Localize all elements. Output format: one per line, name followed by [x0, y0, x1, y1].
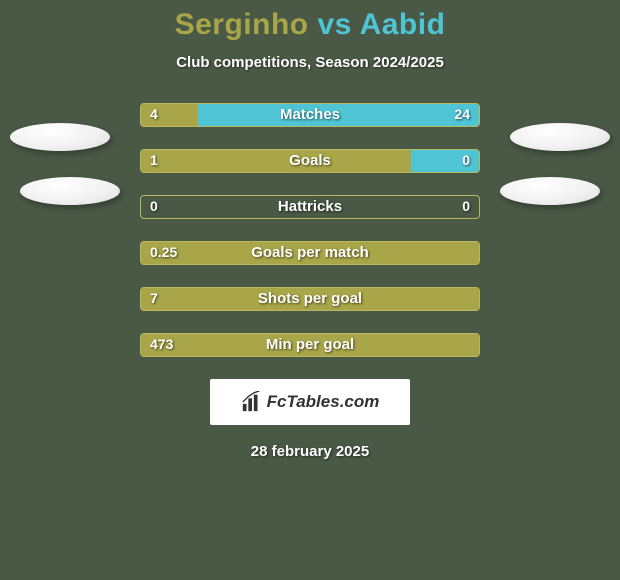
stat-bar-right — [198, 104, 479, 126]
stat-row: Min per goal473 — [140, 333, 480, 357]
stat-row: Goals per match0.25 — [140, 241, 480, 265]
stat-bar-bg — [140, 333, 480, 357]
date-text: 28 february 2025 — [0, 443, 620, 460]
player1-name: Serginho — [175, 8, 309, 41]
stat-row: Matches424 — [140, 103, 480, 127]
fctables-logo-badge[interactable]: FcTables.com — [210, 379, 410, 425]
stat-bar-bg — [140, 195, 480, 219]
stat-bar-left — [141, 150, 411, 172]
stat-bar-bg — [140, 149, 480, 173]
subtitle: Club competitions, Season 2024/2025 — [0, 54, 620, 71]
stat-bar-bg — [140, 103, 480, 127]
stat-bar-bg — [140, 241, 480, 265]
vs-text: vs — [317, 8, 351, 41]
logo-inner: FcTables.com — [241, 391, 380, 413]
stat-bar-left — [141, 242, 479, 264]
stat-bar-left — [141, 334, 479, 356]
stat-bar-left — [141, 104, 198, 126]
stat-bar-left — [141, 288, 479, 310]
stat-bar-bg — [140, 287, 480, 311]
chart-area: Matches424 Goals10 Hattricks00 Goals per ma… — [0, 103, 620, 357]
comparison-title: Serginho vs Aabid — [0, 0, 620, 42]
bars-icon — [241, 391, 263, 413]
stat-bar-right — [411, 150, 479, 172]
stat-row: Hattricks00 — [140, 195, 480, 219]
logo-text: FcTables.com — [267, 392, 380, 412]
player2-name: Aabid — [360, 8, 446, 41]
stat-row: Goals10 — [140, 149, 480, 173]
stat-row: Shots per goal7 — [140, 287, 480, 311]
